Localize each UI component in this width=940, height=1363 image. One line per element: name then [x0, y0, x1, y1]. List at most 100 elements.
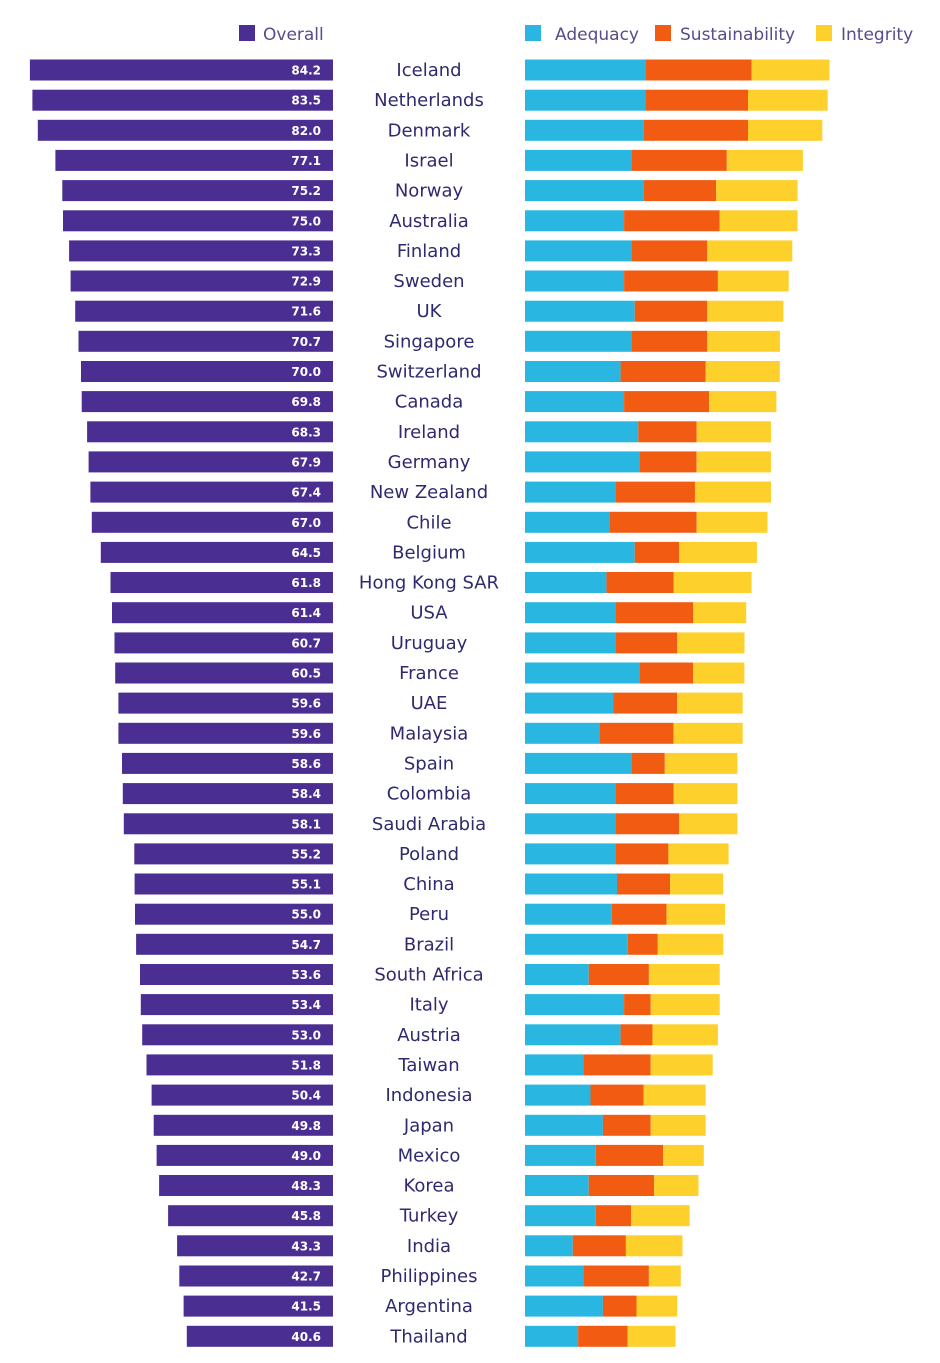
overall-value-label: 58.6 — [291, 757, 321, 771]
sustainability-segment — [611, 903, 667, 925]
integrity-segment — [648, 1265, 681, 1287]
chart-row: 49.8 Japan — [153, 1114, 706, 1136]
chart-row: 51.8 Taiwan — [146, 1054, 713, 1076]
sustainability-segment — [620, 1024, 653, 1046]
integrity-segment — [627, 1325, 676, 1347]
sustainability-segment — [615, 632, 678, 654]
sustainability-segment — [640, 451, 697, 473]
adequacy-segment — [525, 752, 632, 774]
overall-value-label: 83.5 — [291, 94, 321, 108]
sustainability-segment — [606, 572, 674, 593]
integrity-segment — [673, 783, 738, 805]
overall-value-label: 70.7 — [291, 335, 321, 349]
overall-value-label: 42.7 — [291, 1270, 321, 1284]
overall-bar — [87, 421, 333, 443]
chart-row: 42.7 Philippines — [179, 1265, 681, 1287]
country-label: Norway — [395, 181, 464, 202]
overall-value-label: 67.0 — [291, 516, 321, 530]
legend-label-overall: Overall — [263, 25, 324, 45]
chart-row: 73.3 Finland — [69, 240, 793, 262]
sustainability-segment — [634, 541, 679, 563]
overall-bar — [81, 361, 333, 382]
integrity-segment — [650, 1054, 713, 1076]
adequacy-segment — [525, 783, 616, 805]
country-label: Peru — [409, 904, 449, 925]
overall-bar — [159, 1175, 333, 1196]
sustainability-segment — [615, 813, 679, 835]
chart-row: 70.0 Switzerland — [81, 361, 780, 383]
country-label: Chile — [406, 512, 451, 533]
legend-label-adequacy: Adequacy — [555, 25, 639, 45]
integrity-segment — [716, 180, 798, 202]
adequacy-segment — [525, 994, 625, 1016]
sustainability-segment — [583, 1054, 651, 1076]
country-label: Brazil — [404, 934, 454, 955]
adequacy-segment — [525, 421, 639, 443]
adequacy-segment — [525, 813, 616, 835]
country-label: Malaysia — [390, 723, 469, 744]
chart-row: 58.6 Spain — [122, 752, 738, 774]
chart-row: 67.0 Chile — [91, 511, 768, 533]
integrity-segment — [650, 994, 720, 1016]
overall-value-label: 53.0 — [291, 1028, 321, 1042]
overall-value-label: 43.3 — [291, 1239, 321, 1253]
adequacy-segment — [525, 1325, 579, 1347]
overall-bar — [112, 602, 333, 624]
sustainability-segment — [602, 1295, 637, 1317]
chart-row: 50.4 Indonesia — [151, 1084, 706, 1106]
overall-value-label: 70.0 — [291, 365, 321, 379]
adequacy-segment — [525, 692, 614, 714]
overall-bar — [134, 873, 333, 895]
chart-row: 68.3 Ireland — [87, 421, 771, 443]
integrity-segment — [648, 964, 720, 985]
country-label: Uruguay — [391, 633, 468, 654]
integrity-segment — [748, 119, 823, 141]
adequacy-segment — [525, 1235, 573, 1257]
overall-value-label: 75.2 — [291, 184, 321, 198]
adequacy-segment — [525, 632, 616, 654]
sustainability-segment — [599, 722, 674, 744]
country-label: Argentina — [385, 1296, 473, 1317]
overall-bar — [122, 752, 333, 774]
sustainability-segment — [583, 1265, 649, 1287]
integrity-segment — [631, 1205, 690, 1227]
overall-value-label: 58.1 — [291, 817, 321, 831]
overall-value-label: 59.6 — [291, 697, 321, 711]
overall-bar — [142, 1024, 333, 1046]
sustainability-segment — [631, 240, 708, 262]
adequacy-segment — [525, 1295, 603, 1317]
overall-bar — [146, 1054, 333, 1076]
sustainability-segment — [620, 361, 706, 382]
integrity-segment — [707, 240, 793, 262]
overall-value-label: 60.5 — [291, 667, 321, 681]
legend: Overall Adequacy Sustainability Integrit… — [239, 25, 913, 45]
adequacy-segment — [525, 873, 617, 895]
country-label: Korea — [403, 1176, 454, 1197]
overall-value-label: 45.8 — [291, 1209, 321, 1223]
overall-value-label: 58.4 — [291, 787, 321, 801]
country-label: Austria — [397, 1025, 461, 1046]
adequacy-segment — [525, 210, 625, 232]
sustainability-segment — [588, 1175, 655, 1196]
overall-value-label: 53.6 — [291, 968, 321, 982]
chart-row: 69.8 Canada — [81, 391, 777, 413]
integrity-segment — [677, 632, 745, 654]
chart-rows: 84.2 Iceland 83.5 Netherlands 82.0 Denmark 77.… — [29, 59, 830, 1347]
integrity-segment — [717, 270, 789, 292]
country-label: Japan — [403, 1115, 454, 1136]
legend-swatch-integrity — [816, 25, 832, 41]
country-label: Singapore — [384, 331, 475, 352]
overall-bar — [69, 240, 333, 262]
adequacy-segment — [525, 1054, 584, 1076]
legend-label-sustainability: Sustainability — [680, 25, 795, 45]
chart-row: 55.0 Peru — [135, 903, 725, 925]
sustainability-segment — [645, 59, 752, 81]
country-label: Israel — [404, 150, 453, 171]
country-label: UK — [417, 301, 443, 322]
country-label: China — [403, 874, 454, 895]
overall-value-label: 67.4 — [291, 486, 321, 500]
country-label: Indonesia — [385, 1085, 472, 1106]
adequacy-segment — [525, 602, 616, 624]
adequacy-segment — [525, 300, 635, 322]
country-label: Switzerland — [377, 362, 482, 383]
